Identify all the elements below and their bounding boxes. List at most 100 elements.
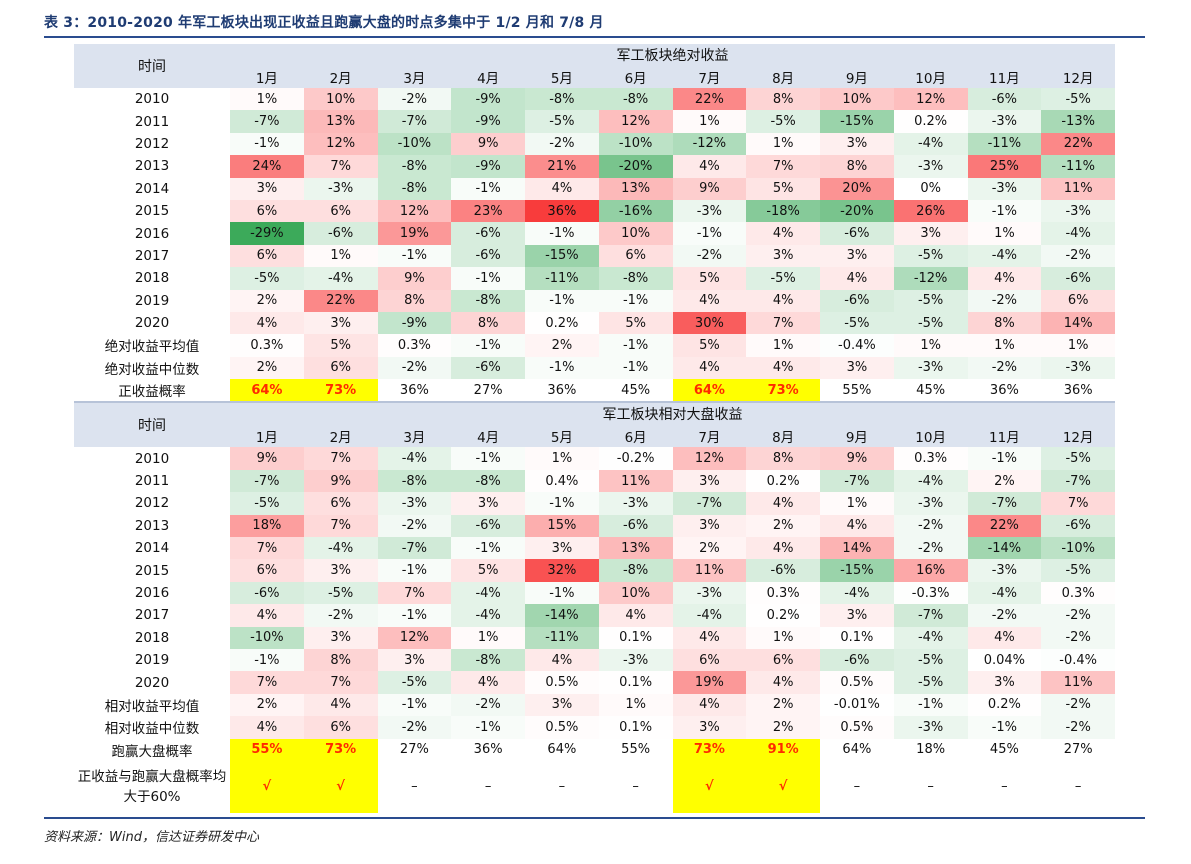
- table-row: 2012 -1% 12% -10% 9% -2% -10% -12% 1% 3% -4% -11% 22…: [74, 132, 1116, 156]
- table-cell: -6%: [746, 559, 820, 582]
- month-header: 6月: [598, 425, 673, 448]
- table-cell: 11%: [1041, 177, 1116, 200]
- table-cell: -1%: [598, 356, 673, 380]
- table-cell: 7%: [230, 537, 304, 560]
- table-cell: 7%: [746, 155, 820, 178]
- table-cell: 11%: [672, 559, 747, 582]
- table-cell: 11%: [598, 469, 673, 493]
- table-cell: 14%: [820, 537, 894, 560]
- table-cell: 64%: [230, 379, 304, 403]
- table-cell: -5%: [1041, 88, 1116, 111]
- table-cell: 6%: [230, 559, 304, 582]
- table-cell: -4%: [1041, 222, 1116, 245]
- row-label: 2017: [134, 247, 170, 264]
- table-cell: -8%: [598, 559, 673, 582]
- table-cell: 0.5%: [820, 716, 894, 739]
- table-row: 跑赢大盘概率 55% 73% 27% 36% 64% 55% 73% 91% 64% 18% 45% 2…: [74, 738, 1115, 761]
- table-cell: 21%: [525, 155, 599, 178]
- table-cell: 4%: [746, 492, 820, 515]
- row-label: 2015: [134, 203, 170, 220]
- table-cell: -2%: [377, 514, 452, 538]
- table-cell: 3%: [230, 177, 304, 200]
- row-label: 2017: [134, 607, 170, 624]
- table-cell: -2%: [525, 132, 599, 156]
- table-cell: -1%: [451, 334, 525, 357]
- returns-table: 时间 军工板块绝对收益 1月 2月 3月 4月 5月 6月 7月 8月 9月 10月 11月 12月 201…: [74, 44, 1116, 813]
- month-header: 2月: [303, 425, 378, 448]
- table-cell: 3%: [525, 693, 599, 717]
- row-label: 绝对收益中位数: [104, 361, 200, 378]
- row-label: 2011: [134, 113, 170, 130]
- table-cell: 18%: [230, 514, 304, 538]
- table-cell: 0.4%: [525, 469, 599, 493]
- table-cell: 3%: [820, 604, 894, 627]
- table-cell: 1%: [598, 693, 673, 717]
- table-row: 2015 6% 3% -1% 5% 32% -8% 11% -6% -15% 16% -3% -5%: [74, 559, 1116, 582]
- table-cell: -11%: [967, 132, 1042, 156]
- table-cell: -16%: [598, 199, 673, 223]
- table-cell: 6%: [1041, 289, 1116, 312]
- table-cell: -10%: [1041, 537, 1116, 560]
- table-cell: -3%: [1041, 356, 1116, 380]
- table-cell: 13%: [598, 177, 673, 200]
- table-cell: -5%: [820, 311, 894, 335]
- table-cell: 11%: [1041, 671, 1116, 694]
- table-cell: -11%: [525, 267, 599, 290]
- table-cell: 55%: [842, 382, 872, 398]
- table-cell: 2%: [746, 716, 820, 739]
- table-row: 2013 18% 7% -2% -6% 15% -6% 3% 2% 4% -2% 22% -6%: [74, 514, 1116, 538]
- table-cell: -10%: [230, 626, 304, 649]
- table-cell: 4%: [967, 626, 1042, 649]
- table-cell: 4%: [230, 604, 304, 627]
- table-cell: -4%: [967, 581, 1042, 605]
- table-cell: -3%: [893, 492, 968, 515]
- table-cell: 4%: [525, 648, 599, 672]
- table-cell: 0.2%: [746, 604, 820, 627]
- table-cell: 3%: [893, 222, 968, 245]
- table-cell: –: [558, 779, 566, 795]
- table-cell: 5%: [746, 177, 820, 200]
- table-cell: 14%: [1041, 311, 1116, 335]
- table-cell: 4%: [451, 671, 525, 694]
- table-cell: -8%: [451, 469, 525, 493]
- table-cell: 26%: [893, 199, 968, 223]
- table-cell: 6%: [230, 199, 304, 223]
- table-cell: 12%: [672, 447, 747, 470]
- table-cell: -3%: [967, 559, 1042, 582]
- table-cell: 0.3%: [1041, 581, 1116, 605]
- table-cell: –: [632, 779, 639, 795]
- row-label: 正收益概率: [118, 384, 186, 401]
- month-header: 9月: [820, 66, 894, 88]
- table-cell: 36%: [547, 382, 577, 398]
- table-row: 绝对收益中位数 2% 6% -2% -6% -1% -1% 4% 4% 3% -3% -2% -3%: [74, 356, 1116, 380]
- table-cell: 3%: [672, 716, 747, 739]
- table-container: 时间 军工板块绝对收益 1月 2月 3月 4月 5月 6月 7月 8月 9月 10月 11月 12月 201…: [74, 44, 1116, 813]
- table-cell: 6%: [303, 716, 378, 739]
- table-cell: 4%: [820, 514, 894, 538]
- table-cell: 7%: [1041, 492, 1116, 515]
- table-cell: 6%: [303, 492, 378, 515]
- table-cell: 4%: [672, 289, 747, 312]
- table-cell: 4%: [672, 693, 747, 717]
- table-cell: 9%: [820, 447, 894, 470]
- table-cell: -1%: [451, 267, 525, 290]
- table-cell: 4%: [672, 356, 747, 380]
- table-cell: -15%: [820, 559, 894, 582]
- title-rule: [44, 36, 1145, 38]
- table-cell: 22%: [303, 289, 378, 312]
- table-cell: -0.3%: [893, 581, 968, 605]
- table-cell: -7%: [377, 110, 452, 133]
- table-cell: -3%: [303, 177, 378, 200]
- table-cell: 3%: [967, 671, 1042, 694]
- table-cell: 4%: [746, 289, 820, 312]
- section-header-row: 时间 军工板块相对大盘收益: [74, 401, 1116, 448]
- table-cell: 22%: [1041, 132, 1116, 156]
- table-cell: -2%: [451, 693, 525, 717]
- table-cell: 8%: [820, 155, 894, 178]
- table-cell: -7%: [230, 469, 304, 493]
- table-cell: 3%: [303, 626, 378, 649]
- table-cell: 36%: [473, 742, 503, 758]
- table-cell: -8%: [377, 469, 452, 493]
- table-cell: -8%: [598, 267, 673, 290]
- table-cell: 22%: [672, 88, 747, 111]
